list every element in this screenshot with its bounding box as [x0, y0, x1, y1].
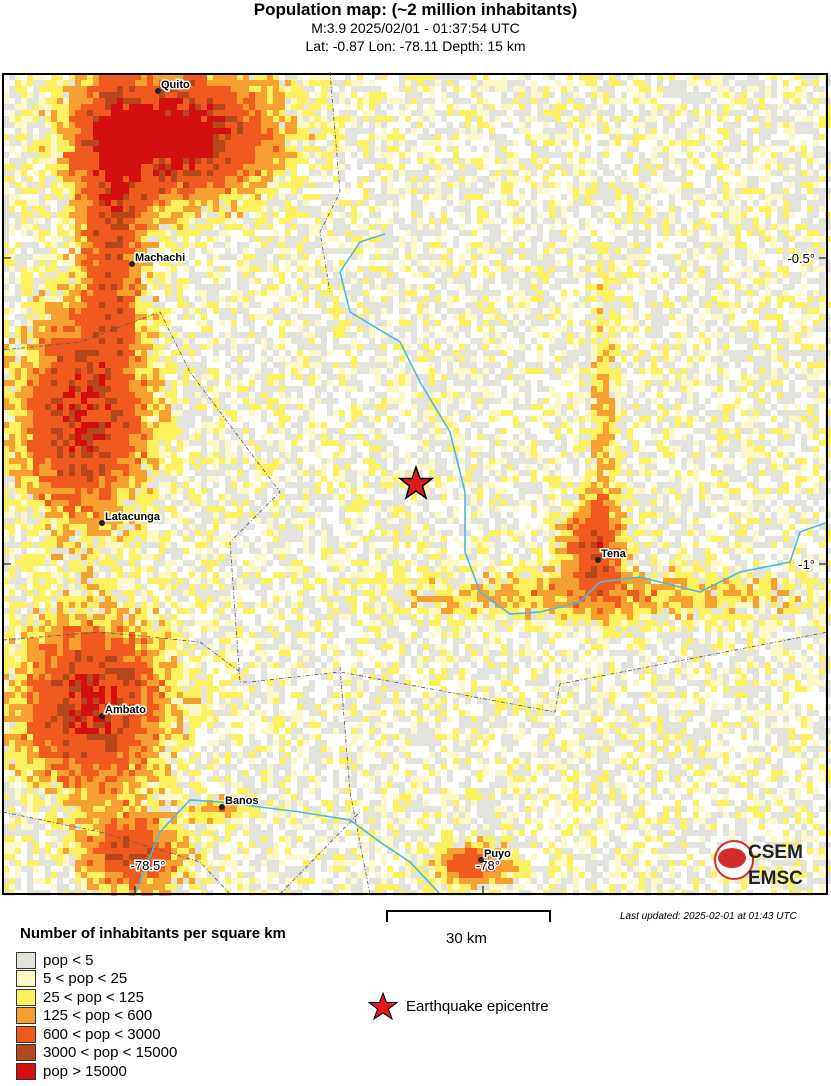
legend-swatch: [16, 1025, 36, 1043]
legend-swatch: [16, 1044, 36, 1061]
legend-swatch: [16, 951, 36, 969]
legend-item: 25 < pop < 125: [16, 988, 144, 1006]
legend-swatch: [16, 988, 36, 1006]
city-marker: [595, 557, 601, 563]
scale-bar: [386, 910, 551, 922]
city-label: Ambato: [105, 704, 146, 716]
csem-emsc-logo: CSEM EMSC: [714, 840, 803, 889]
event-info: M:3.9 2025/02/01 - 01:37:54 UTC: [311, 20, 520, 36]
legend-label: 25 < pop < 125: [43, 988, 144, 1006]
epicentre-star-icon: [397, 464, 435, 500]
city-label: Quito: [161, 79, 190, 91]
city-marker: [129, 261, 135, 267]
legend-swatch: [16, 970, 36, 987]
lat-tick-label: -0.5°: [787, 251, 815, 266]
legend-swatch: [16, 1007, 36, 1024]
city-marker: [478, 857, 484, 863]
last-updated: Last updated: 2025-02-01 at 01:43 UTC: [620, 911, 797, 922]
legend-item: 600 < pop < 3000: [16, 1025, 161, 1043]
event-location: Lat: -0.87 Lon: -78.11 Depth: 15 km: [305, 38, 526, 54]
city-label: Latacunga: [105, 511, 161, 523]
epicentre-legend: Earthquake epicentre: [368, 992, 549, 1020]
city-marker: [155, 88, 161, 94]
legend-item: pop < 5: [16, 951, 93, 969]
legend-swatch: [16, 1062, 36, 1080]
legend-label: 125 < pop < 600: [43, 1007, 153, 1024]
legend-label: 600 < pop < 3000: [43, 1025, 161, 1043]
city-label: Banos: [225, 795, 259, 807]
lat-tick-label: -1°: [798, 557, 815, 572]
city-label: Tena: [601, 548, 627, 560]
legend-item: 5 < pop < 25: [16, 970, 127, 988]
legend-title: Number of inhabitants per square km: [20, 925, 286, 942]
legend-label: pop > 15000: [43, 1062, 127, 1080]
scale-label: 30 km: [446, 930, 487, 947]
epicentre-label: Earthquake epicentre: [406, 997, 549, 1015]
legend-label: 3000 < pop < 15000: [43, 1044, 178, 1061]
legend-label: pop < 5: [43, 951, 94, 969]
map-title: Population map: (~2 million inhabitants): [253, 0, 578, 19]
rivers: [134, 233, 829, 895]
city-marker: [99, 713, 105, 719]
city-marker: [219, 804, 225, 810]
city-label: Machachi: [135, 252, 185, 264]
legend-item: 3000 < pop < 15000: [16, 1044, 177, 1062]
legend-item: pop > 15000: [16, 1062, 127, 1080]
city-label: Puyo: [484, 848, 511, 860]
legend-label: 5 < pop < 25: [43, 970, 128, 987]
red-star-icon: [368, 992, 398, 1020]
city-marker: [99, 520, 105, 526]
borders: [2, 72, 829, 895]
legend-item: 125 < pop < 600: [16, 1007, 152, 1025]
lon-tick-label: -78.5°: [131, 858, 166, 873]
population-map: -0.5° -1° -78.5° -78° QuitoMachachiLatac…: [2, 72, 831, 896]
